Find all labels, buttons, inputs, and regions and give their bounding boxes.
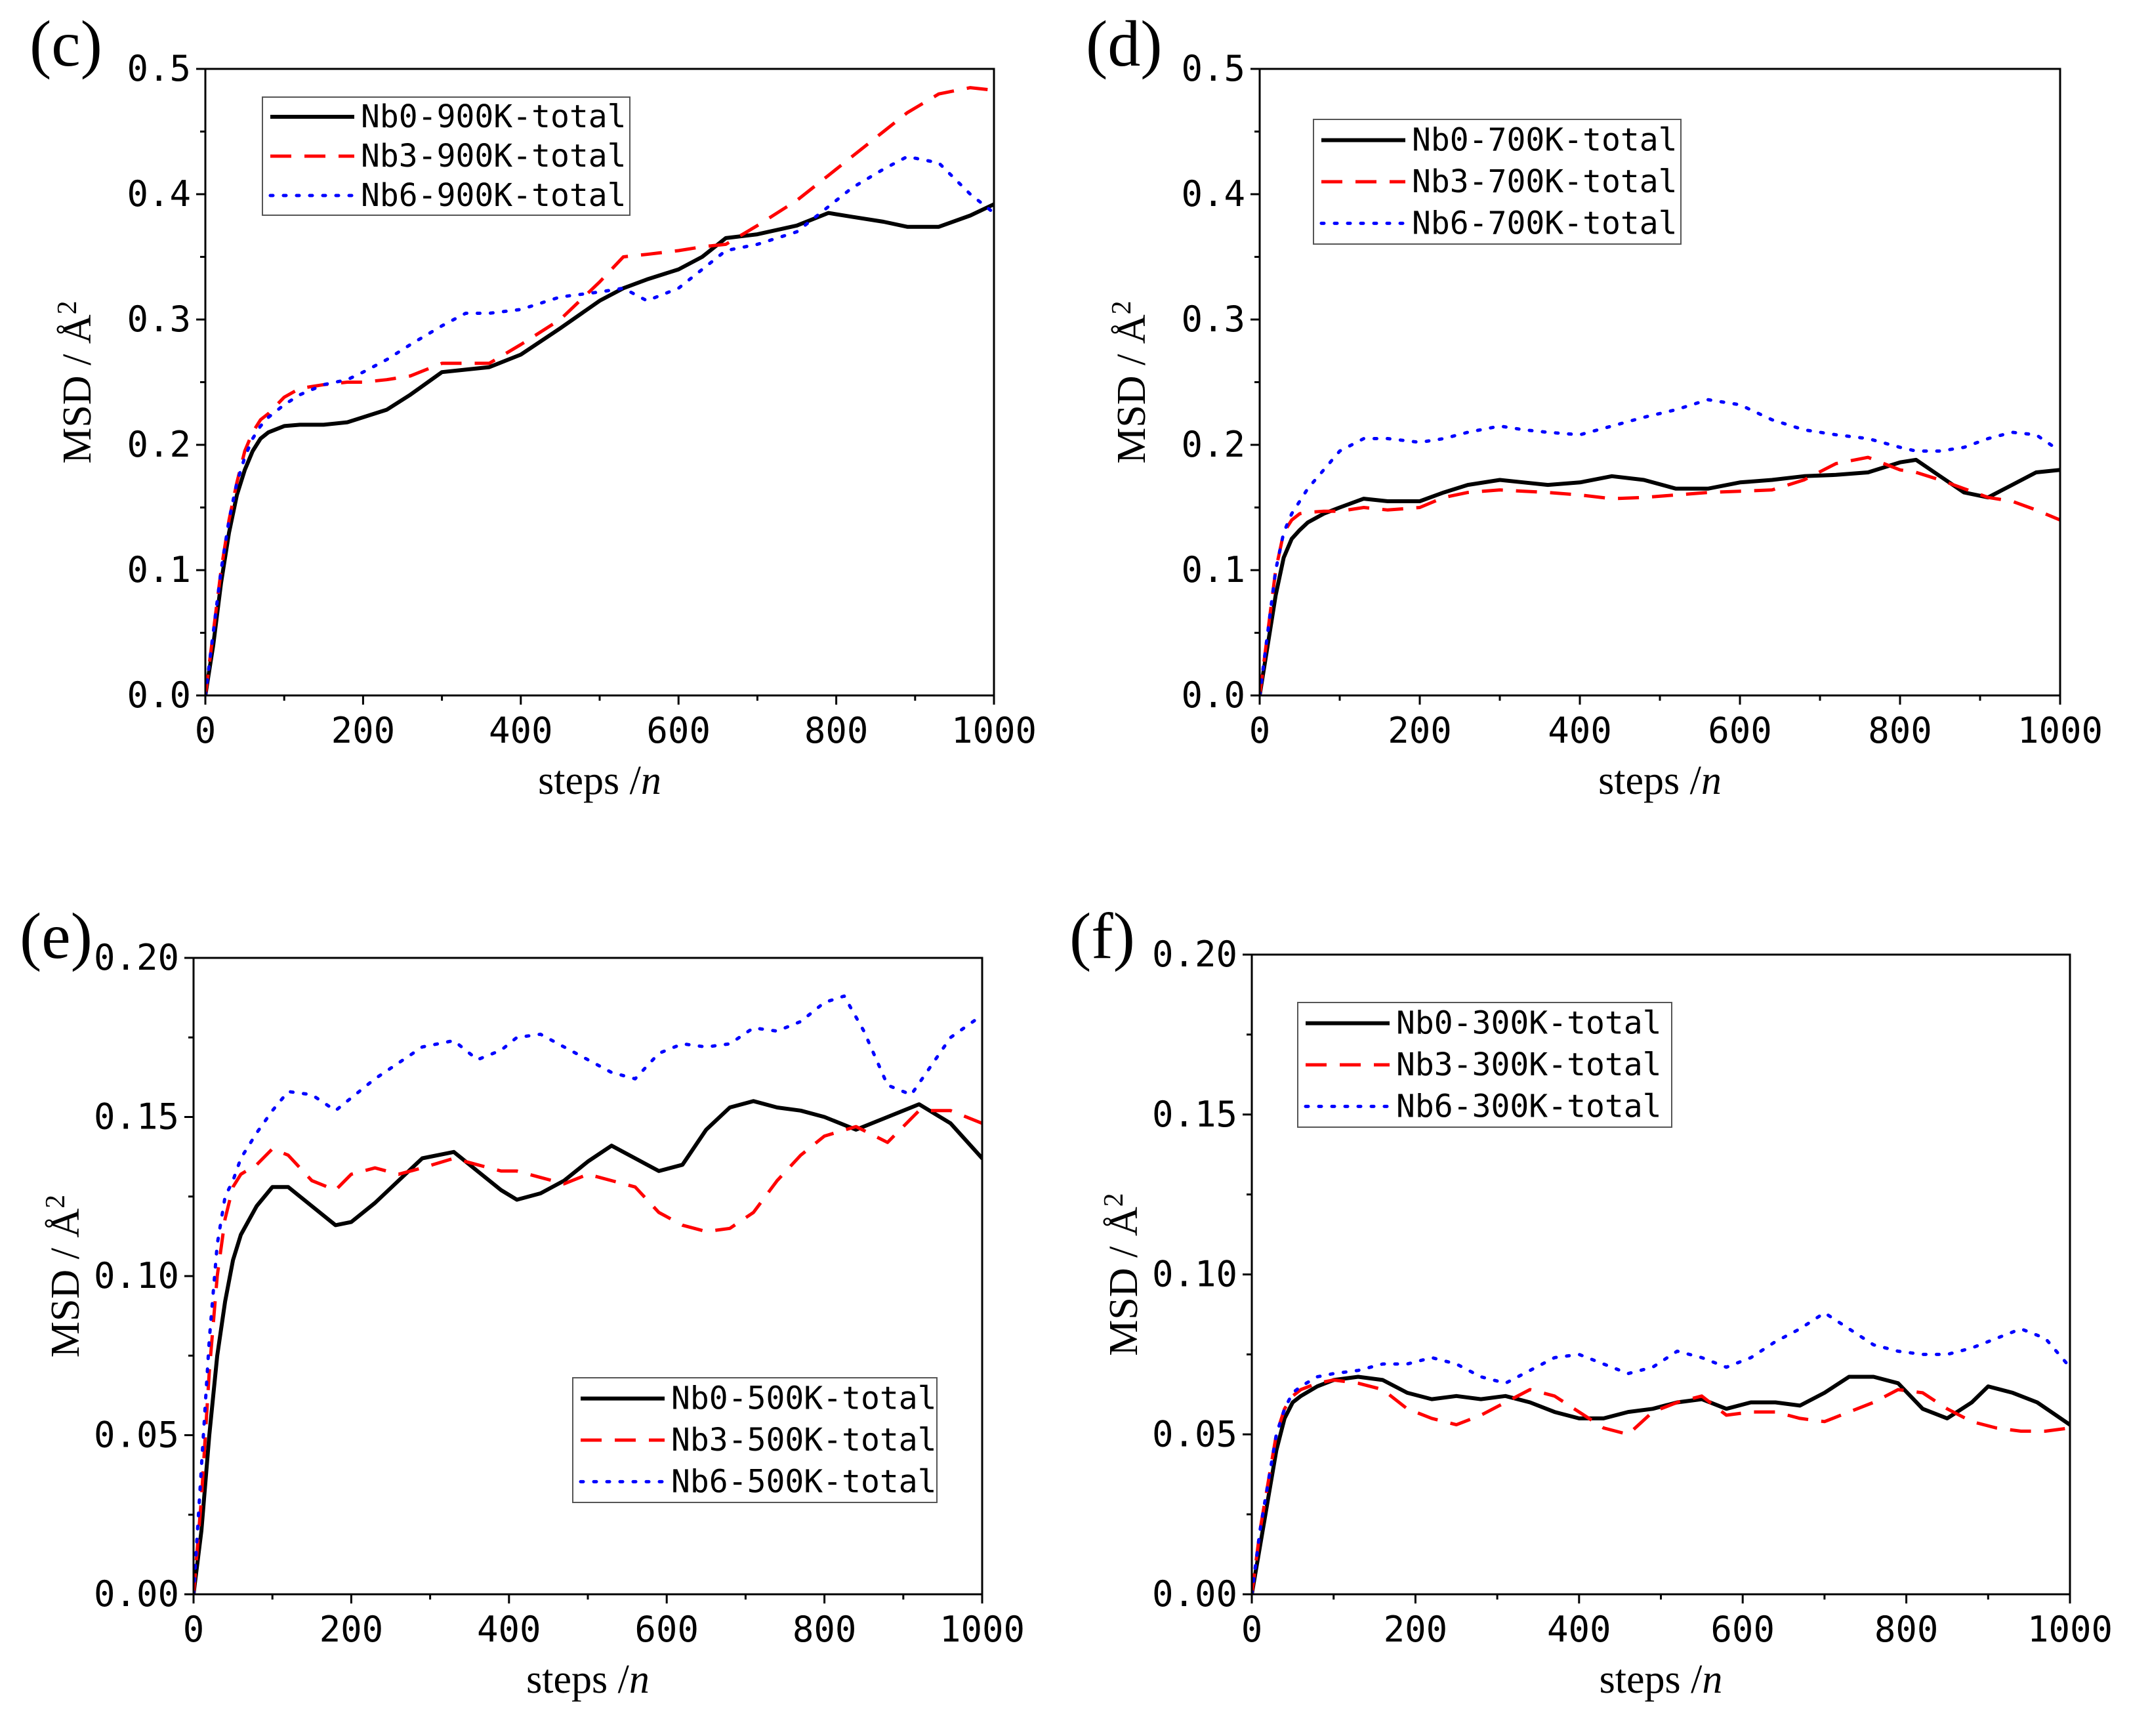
y-tick-label: 0.10 [1152,1254,1237,1295]
y-tick-label: 0.5 [127,48,191,89]
y-axis-title: MSD / Å2 [41,1195,88,1357]
y-tick-label: 0.4 [1181,173,1245,215]
x-tick-label: 600 [1708,710,1772,751]
x-tick-label: 200 [331,710,396,751]
legend: Nb0-700K-total Nb3-700K-total Nb6-700K-tot… [1313,119,1682,245]
x-tick-label: 400 [1548,710,1612,751]
series-line-nb3 [1252,1378,2070,1594]
y-tick-label: 0.0 [127,674,191,716]
x-axis-title: steps /n [538,758,661,803]
y-tick-label: 0.3 [1181,299,1245,340]
series-line-nb3 [1260,455,2060,695]
y-tick-label: 0.0 [1181,674,1245,716]
series-line-nb3 [205,86,994,695]
x-tick-label: 0 [1241,1609,1263,1650]
chart-panel: (f) 0 200 400 600 800 1000 0.00 0.05 0.10 0.15 0.20… [1069,899,2113,1702]
y-tick-label: 0.4 [127,173,191,215]
x-tick-label: 0 [195,710,217,751]
legend-label: Nb6-500K-total [671,1463,937,1500]
y-tick-label: 0.05 [94,1415,179,1456]
series-line-nb6 [205,155,994,695]
y-tick-label: 0.00 [94,1573,179,1615]
legend-label: Nb0-500K-total [671,1380,937,1417]
series-line-nb0 [194,1099,982,1594]
x-tick-label: 0 [183,1609,205,1650]
x-axis-title: steps /n [1600,1657,1723,1702]
y-tick-label: 0.20 [94,937,179,978]
x-tick-label: 200 [1384,1609,1448,1650]
legend-label: Nb3-700K-total [1412,163,1678,200]
legend-label: Nb6-300K-total [1396,1088,1662,1125]
legend-label: Nb6-900K-total [361,177,627,214]
series-line-nb6 [1260,398,2060,695]
x-tick-label: 1000 [2017,710,2103,751]
x-tick-label: 800 [1868,710,1932,751]
x-tick-label: 200 [320,1609,384,1650]
x-tick-label: 600 [646,710,711,751]
x-tick-label: 400 [1547,1609,1611,1650]
y-axis-title: MSD / Å2 [1107,300,1154,463]
x-tick-label: 600 [634,1609,699,1650]
y-tick-label: 0.3 [127,299,191,340]
legend: Nb0-300K-total Nb3-300K-total Nb6-300K-tot… [1297,1002,1672,1128]
x-tick-label: 1000 [2027,1609,2113,1650]
y-tick-label: 0.5 [1181,48,1245,89]
y-tick-label: 0.00 [1152,1573,1237,1615]
y-tick-label: 0.15 [94,1096,179,1138]
y-tick-label: 0.15 [1152,1094,1237,1135]
series-line-nb0 [1260,457,2060,695]
series-line-nb0 [1252,1374,2070,1594]
legend-label: Nb3-300K-total [1396,1046,1662,1083]
x-tick-label: 1000 [940,1609,1025,1650]
y-tick-label: 0.1 [1181,549,1245,590]
y-axis-title: MSD / Å2 [52,300,100,463]
legend-label: Nb0-300K-total [1396,1005,1662,1042]
x-tick-label: 800 [793,1609,857,1650]
chart-panel: (e) 0 200 400 600 800 1000 0.00 0.05 0.10 0.15 0.20… [20,899,1025,1702]
x-tick-label: 400 [477,1609,541,1650]
panel-label: (d) [1086,7,1163,80]
chart-panel: (c) 0 200 400 600 800 1000 0.0 0.1 0.2 0.3 0.4 0.5 st… [30,7,1037,803]
x-tick-label: 200 [1388,710,1452,751]
y-axis-title: MSD / Å2 [1099,1193,1146,1355]
panel-label: (e) [20,899,93,972]
x-axis-title: steps /n [1598,758,1722,803]
x-tick-label: 600 [1710,1609,1775,1650]
y-tick-label: 0.1 [127,549,191,590]
legend-label: Nb3-900K-total [361,138,627,175]
y-tick-label: 0.20 [1152,934,1237,975]
legend: Nb0-900K-totalNb3-900K-totalNb6-900K-tot… [262,96,630,216]
x-tick-label: 0 [1249,710,1271,751]
y-tick-label: 0.2 [1181,424,1245,465]
y-tick-label: 0.10 [94,1255,179,1296]
series-line-nb6 [1252,1311,2070,1594]
panel-label: (f) [1069,899,1135,972]
series-line-nb3 [194,1109,982,1594]
legend: Nb0-500K-total Nb3-500K-total Nb6-500K-tot… [572,1377,938,1503]
y-tick-label: 0.2 [127,424,191,465]
x-tick-label: 400 [489,710,553,751]
chart-panel: (d) 0 200 400 600 800 1000 0.0 0.1 0.2 0.3 0.4 0.5 st… [1086,7,2103,803]
legend-label: Nb3-500K-total [671,1422,937,1458]
legend-label: Nb6-700K-total [1412,205,1678,241]
y-tick-label: 0.05 [1152,1413,1237,1455]
series-line-nb6 [194,994,982,1594]
legend-label: Nb0-700K-total [1412,122,1678,159]
x-tick-label: 1000 [951,710,1037,751]
x-tick-label: 800 [1874,1609,1939,1650]
panel-label: (c) [30,7,102,80]
legend-label: Nb0-900K-total [361,98,627,135]
series-line-nb0 [205,202,994,695]
x-axis-title: steps /n [526,1657,650,1702]
x-tick-label: 800 [804,710,869,751]
